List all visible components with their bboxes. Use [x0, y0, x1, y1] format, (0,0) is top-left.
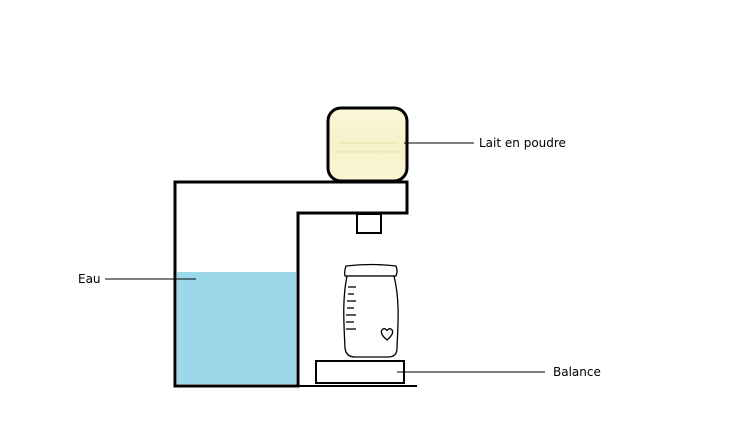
bottle-body	[343, 275, 399, 358]
bottle-cap	[344, 263, 398, 277]
heart-icon	[380, 328, 394, 341]
scale-label: Balance	[553, 365, 601, 379]
water-label: Eau	[78, 272, 101, 286]
water-reservoir	[177, 272, 296, 384]
powder-label: Lait en poudre	[479, 136, 566, 150]
baby-bottle	[343, 263, 399, 358]
scale-platform	[315, 360, 405, 384]
dispenser-nozzle	[356, 213, 382, 234]
powder-container	[326, 106, 409, 183]
